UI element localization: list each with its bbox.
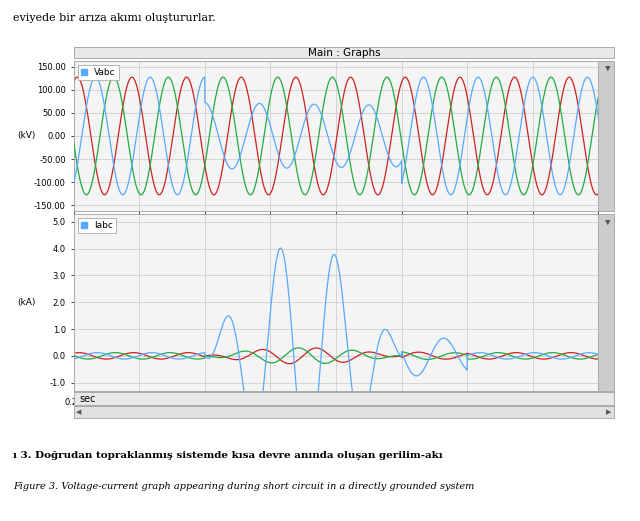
Y-axis label: (kA): (kA) — [17, 297, 36, 307]
Text: Figure 3. Voltage-current graph appearing during short circuit in a directly gro: Figure 3. Voltage-current graph appearin… — [13, 482, 474, 491]
Y-axis label: (kV): (kV) — [17, 131, 36, 141]
Text: ▶: ▶ — [604, 219, 609, 225]
Text: sec: sec — [79, 393, 95, 404]
Text: ı 3. Doğrudan topraklanmış sistemde kısa devre anında oluşan gerilim-akı: ı 3. Doğrudan topraklanmış sistemde kısa… — [13, 451, 442, 460]
Legend: Iabc: Iabc — [78, 218, 116, 232]
Text: ▶: ▶ — [604, 66, 609, 71]
Text: Main : Graphs: Main : Graphs — [308, 47, 380, 58]
Text: ▶: ▶ — [606, 409, 612, 415]
Text: ◀: ◀ — [76, 409, 82, 415]
Legend: Vabc: Vabc — [78, 66, 118, 80]
Text: eviyede bir arıza akımı oluştururlar.: eviyede bir arıza akımı oluştururlar. — [13, 13, 216, 23]
